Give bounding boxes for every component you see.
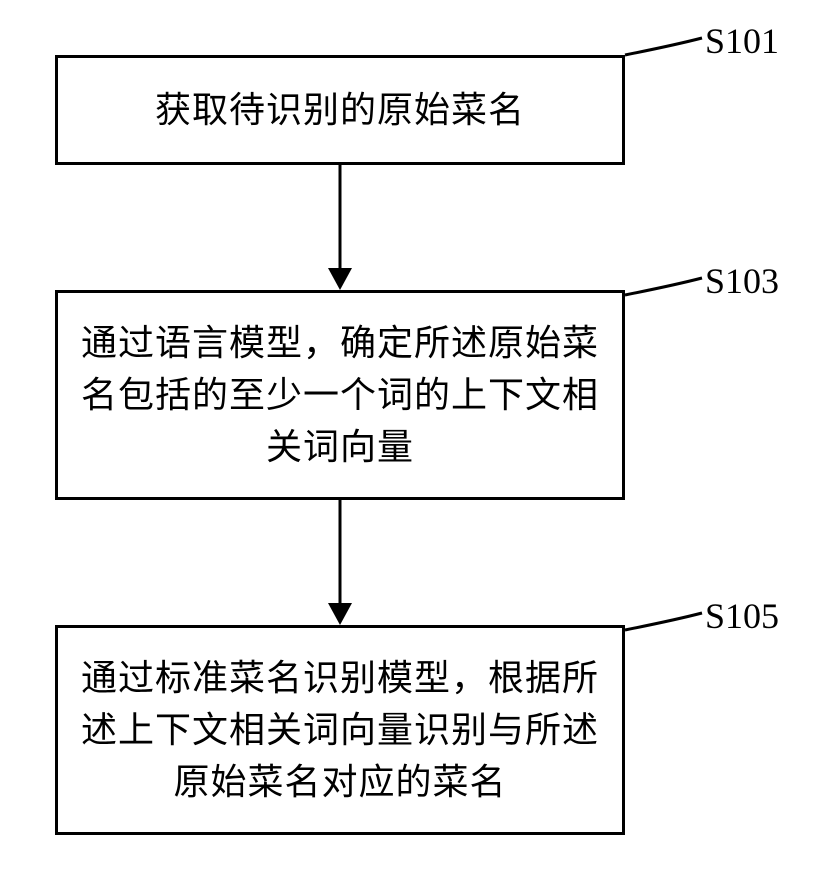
label-connector-2 xyxy=(625,613,702,630)
edge-arrowhead-1 xyxy=(328,603,352,625)
edge-arrowhead-0 xyxy=(328,268,352,290)
label-connector-1 xyxy=(625,278,702,295)
label-connector-0 xyxy=(625,38,702,55)
connector-layer xyxy=(0,0,831,881)
